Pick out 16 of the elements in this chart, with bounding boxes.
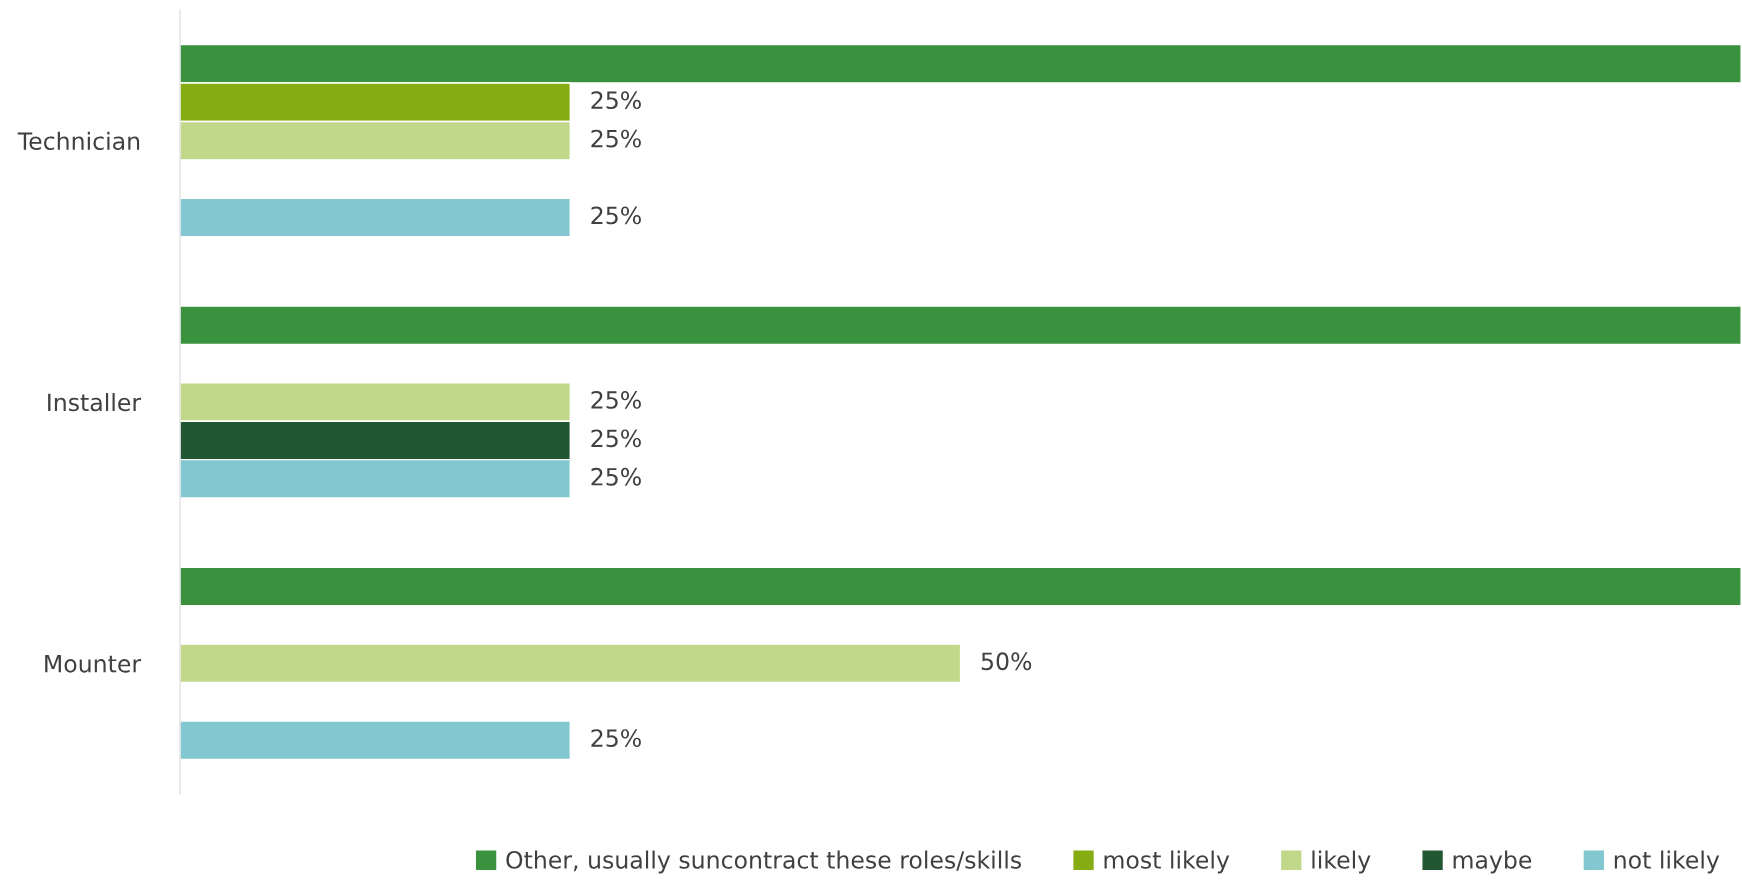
data-label: 25%	[591, 91, 641, 110]
y-tick-label: Mounter	[45, 655, 142, 673]
legend-label: not likely	[1614, 850, 1720, 874]
y-tick-label: Installer	[48, 393, 142, 412]
data-label: 25%	[591, 429, 641, 448]
legend-label: most likely	[1104, 850, 1230, 874]
legend-label: Other, usually suncontract these roles/skills	[506, 850, 1021, 874]
data-label: 25%	[591, 729, 641, 748]
data-label: 25%	[591, 390, 641, 409]
legend-label: maybe	[1453, 850, 1532, 874]
y-tick-label: Technician	[17, 131, 140, 150]
data-label: 25%	[591, 129, 641, 148]
legend-label: likely	[1312, 850, 1371, 874]
data-label: 50%	[981, 652, 1032, 671]
data-label: 25%	[591, 206, 641, 225]
data-label: 25%	[591, 467, 641, 486]
